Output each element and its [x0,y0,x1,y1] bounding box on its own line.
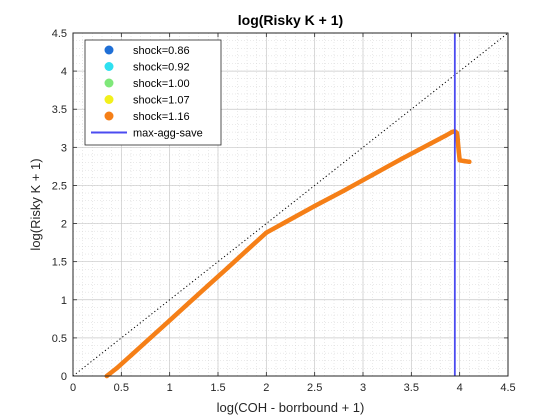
series-point [186,300,192,306]
series-point [244,248,250,253]
series-point [167,318,172,323]
series-point [148,335,153,341]
legend-label: max-agg-save [133,128,203,140]
y-tick-label: 1 [61,295,67,307]
legend-marker [104,111,114,121]
y-tick-label: 3 [61,142,67,154]
series-point [442,133,448,139]
x-tick-label: 2 [263,382,269,394]
legend-label: shock=1.00 [133,78,190,90]
series-point [455,137,460,142]
y-tick-label: 3.5 [52,104,67,116]
legend-marker [104,78,114,88]
series-point [370,172,375,177]
x-tick-label: 3.5 [404,382,419,394]
y-tick-label: 2 [61,219,67,231]
series-point [283,219,288,225]
y-tick-label: 0 [61,371,67,383]
legend-marker [104,95,114,104]
x-tick-label: 1 [167,382,173,394]
legend-label: shock=0.92 [133,62,190,74]
x-tick-label: 4.5 [500,382,515,394]
series-point [312,203,317,209]
axes-frame [72,32,509,377]
legend-marker [104,62,114,71]
y-tick-label: 0.5 [52,333,67,345]
series-point [399,156,404,161]
legend-label: shock=1.07 [133,95,190,107]
y-tick-label: 2.5 [52,180,67,192]
series-point [225,265,230,270]
legend-box [84,39,222,146]
legend-marker [104,45,114,55]
x-axis-ticks: 0 0.5 1 1.5 2 2.5 3 3.5 4 4.5 [70,33,516,394]
chart-title: log(Risky K + 1) [238,12,343,28]
series-point [457,158,462,163]
legend: shock=0.86 shock=0.92 shock=1.00 shock=1.07… [84,39,222,146]
series-layer [104,129,472,379]
legend-label: shock=0.86 [133,45,190,57]
y-tick-label: 4.5 [52,28,67,40]
x-tick-label: 0.5 [114,382,129,394]
series-point [128,353,134,358]
y-axis-label: log(Risky K + 1) [28,158,43,250]
x-axis-label: log(COH - borrbound + 1) [217,400,365,415]
series-point [467,159,472,165]
x-tick-label: 0 [70,382,76,394]
series-point [206,283,211,288]
series-point [114,366,119,371]
x-tick-label: 2.5 [307,382,322,394]
y-axis-ticks: 0 0.5 1 1.5 2 2.5 3 3.5 4 4.5 [52,28,508,383]
legend-label: shock=1.16 [133,111,190,123]
y-tick-label: 4 [61,66,67,78]
series-point [428,141,433,146]
x-tick-label: 1.5 [210,382,225,394]
x-tick-label: 3 [360,382,366,394]
x-tick-label: 4 [457,382,463,394]
y-tick-label: 1.5 [52,257,67,269]
series-point [264,230,269,235]
series-point [456,148,461,154]
series-point [341,188,346,193]
series-point [462,158,467,164]
